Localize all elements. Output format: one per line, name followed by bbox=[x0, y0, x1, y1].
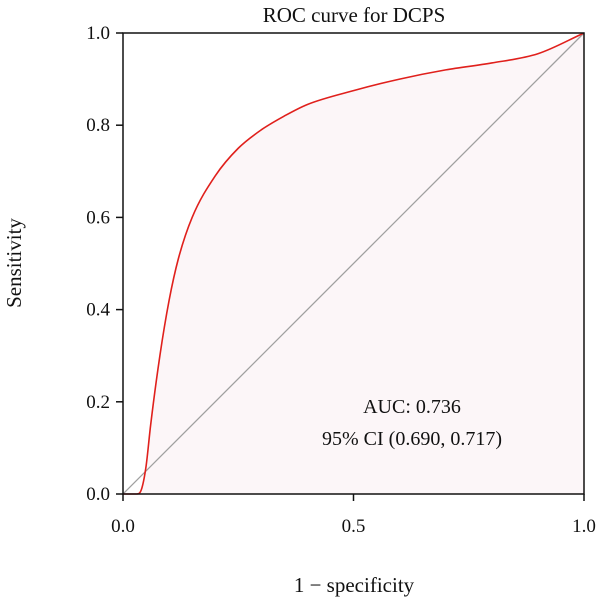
reference-diagonal-line bbox=[122, 32, 585, 495]
x-axis: 0.0 0.5 1.0 bbox=[111, 494, 596, 537]
x-tick-label: 0.0 bbox=[111, 516, 135, 537]
x-tick-label: 1.0 bbox=[572, 516, 596, 537]
y-tick-label: 0.6 bbox=[86, 207, 110, 228]
y-tick-label: 1.0 bbox=[86, 23, 110, 44]
y-tick-label: 0.2 bbox=[86, 392, 110, 413]
x-tick-label: 0.5 bbox=[342, 516, 366, 537]
y-axis-label: Sensitivity bbox=[2, 218, 26, 308]
y-axis: 0.0 0.2 0.4 0.6 0.8 1.0 bbox=[86, 23, 123, 505]
ci-annotation: 95% CI (0.690, 0.717) bbox=[322, 428, 502, 450]
roc-curve-line bbox=[123, 32, 585, 495]
x-axis-label: 1 − specificity bbox=[294, 573, 415, 597]
y-tick-label: 0.4 bbox=[86, 300, 110, 321]
chart-title: ROC curve for DCPS bbox=[263, 3, 446, 27]
y-tick-label: 0.0 bbox=[86, 484, 110, 505]
auc-annotation: AUC: 0.736 bbox=[363, 396, 461, 418]
y-tick-label: 0.8 bbox=[86, 115, 110, 136]
